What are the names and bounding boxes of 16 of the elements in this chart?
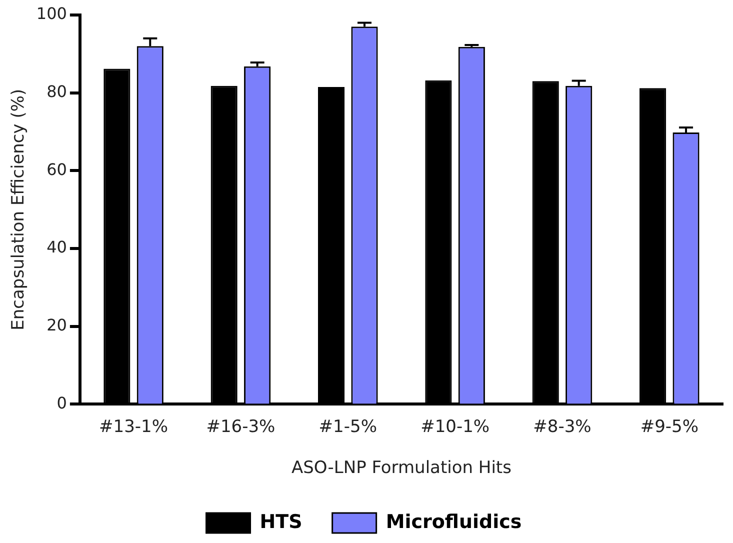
x-tick-label: #8-3% — [533, 416, 592, 437]
x-tick-label: #9-5% — [640, 416, 698, 437]
x-tick-label: #16-3% — [206, 416, 276, 437]
y-tick-label: 60 — [46, 160, 67, 179]
x-tick-label: #10-1% — [420, 416, 490, 437]
y-tick-label: 20 — [46, 316, 67, 335]
y-tick-label: 80 — [46, 82, 67, 101]
x-tick-label: #13-1% — [99, 416, 168, 437]
y-tick-label: 100 — [36, 4, 67, 24]
x-axis-title: ASO-LNP Formulation Hits — [291, 458, 512, 478]
y-axis-title: Encapsulation Efficiency (%) — [8, 88, 29, 330]
x-tick-label: #1-5% — [318, 416, 377, 437]
legend-label: HTS — [260, 510, 302, 533]
y-tick-label: 0 — [56, 393, 67, 412]
y-tick-label: 40 — [46, 238, 67, 257]
legend-label: Microfluidics — [386, 510, 522, 533]
